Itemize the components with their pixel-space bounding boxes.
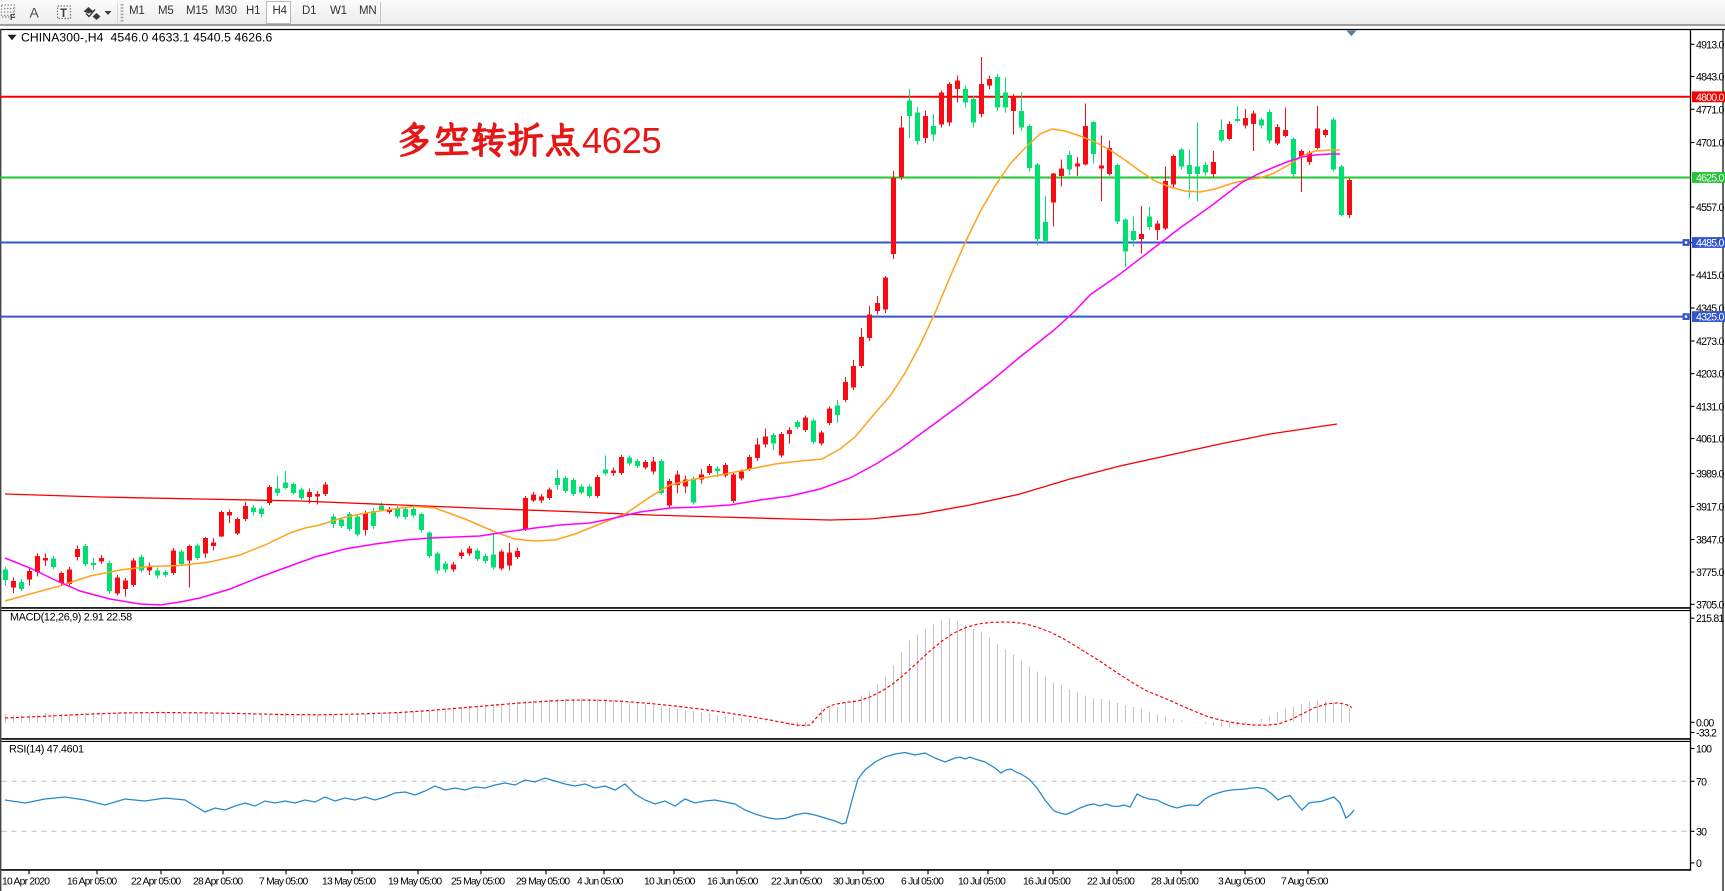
svg-text:4415.0: 4415.0 <box>1696 270 1725 282</box>
svg-text:RSI(14) 47.4601: RSI(14) 47.4601 <box>9 744 84 756</box>
svg-text:4913.0: 4913.0 <box>1696 39 1725 51</box>
svg-text:4 Jun 05:00: 4 Jun 05:00 <box>577 877 624 888</box>
svg-text:CHINA300-,H4 4546.0 4633.1 45: CHINA300-,H4 4546.0 4633.1 4540.5 4626.6 <box>21 31 273 45</box>
svg-text:10 Jul 05:00: 10 Jul 05:00 <box>958 877 1006 888</box>
svg-text:3705.0: 3705.0 <box>1696 599 1725 611</box>
svg-text:4061.0: 4061.0 <box>1696 434 1725 446</box>
svg-text:16 Apr 05:00: 16 Apr 05:00 <box>67 877 117 888</box>
svg-text:22 Apr 05:00: 22 Apr 05:00 <box>131 877 181 888</box>
svg-text:3989.0: 3989.0 <box>1696 469 1725 481</box>
svg-text:T: T <box>60 8 67 20</box>
svg-text:70: 70 <box>1696 776 1707 788</box>
svg-text:22 Jun 05:00: 22 Jun 05:00 <box>771 877 823 888</box>
svg-text:10 Apr 2020: 10 Apr 2020 <box>2 877 50 888</box>
svg-text:0: 0 <box>1696 858 1702 870</box>
svg-text:22 Jul 05:00: 22 Jul 05:00 <box>1087 877 1135 888</box>
svg-text:25 May 05:00: 25 May 05:00 <box>451 877 505 888</box>
svg-text:4843.0: 4843.0 <box>1696 72 1725 84</box>
svg-text:3847.0: 3847.0 <box>1696 535 1725 547</box>
svg-text:28 Apr 05:00: 28 Apr 05:00 <box>193 877 243 888</box>
svg-text:4273.0: 4273.0 <box>1696 336 1725 348</box>
svg-text:4800.0: 4800.0 <box>1696 92 1725 104</box>
svg-text:215.81: 215.81 <box>1696 613 1725 625</box>
svg-text:30: 30 <box>1696 826 1707 838</box>
svg-text:4701.0: 4701.0 <box>1696 138 1725 150</box>
svg-text:4131.0: 4131.0 <box>1696 401 1725 413</box>
svg-text:-33.2: -33.2 <box>1696 728 1717 740</box>
svg-text:13 May 05:00: 13 May 05:00 <box>322 877 376 888</box>
svg-text:7 Aug 05:00: 7 Aug 05:00 <box>1281 877 1329 888</box>
svg-text:7 May 05:00: 7 May 05:00 <box>259 877 308 888</box>
svg-text:4485.0: 4485.0 <box>1696 238 1725 250</box>
svg-text:16 Jul 05:00: 16 Jul 05:00 <box>1023 877 1071 888</box>
svg-text:3775.0: 3775.0 <box>1696 567 1725 579</box>
svg-text:29 May 05:00: 29 May 05:00 <box>516 877 570 888</box>
svg-text:30 Jun 05:00: 30 Jun 05:00 <box>833 877 885 888</box>
svg-text:4325.0: 4325.0 <box>1696 312 1725 324</box>
svg-text:10 Jun 05:00: 10 Jun 05:00 <box>644 877 696 888</box>
svg-text:4557.0: 4557.0 <box>1696 202 1725 214</box>
svg-text:19 May 05:00: 19 May 05:00 <box>388 877 442 888</box>
svg-text:3917.0: 3917.0 <box>1696 502 1725 514</box>
svg-text:4625.0: 4625.0 <box>1696 173 1725 185</box>
svg-text:0.00: 0.00 <box>1696 717 1714 729</box>
svg-text:100: 100 <box>1696 744 1712 756</box>
svg-text:28 Jul 05:00: 28 Jul 05:00 <box>1151 877 1199 888</box>
svg-text:4771.0: 4771.0 <box>1696 104 1725 116</box>
svg-text:4625: 4625 <box>582 120 661 161</box>
svg-text:A: A <box>30 5 40 21</box>
svg-text:4203.0: 4203.0 <box>1696 369 1725 381</box>
svg-text:16 Jun 05:00: 16 Jun 05:00 <box>707 877 759 888</box>
svg-text:3 Aug 05:00: 3 Aug 05:00 <box>1218 877 1266 888</box>
svg-text:6 Jul 05:00: 6 Jul 05:00 <box>901 877 944 888</box>
svg-text:MACD(12,26,9) 2.91 22.58: MACD(12,26,9) 2.91 22.58 <box>10 612 132 624</box>
svg-text:F: F <box>10 12 15 22</box>
